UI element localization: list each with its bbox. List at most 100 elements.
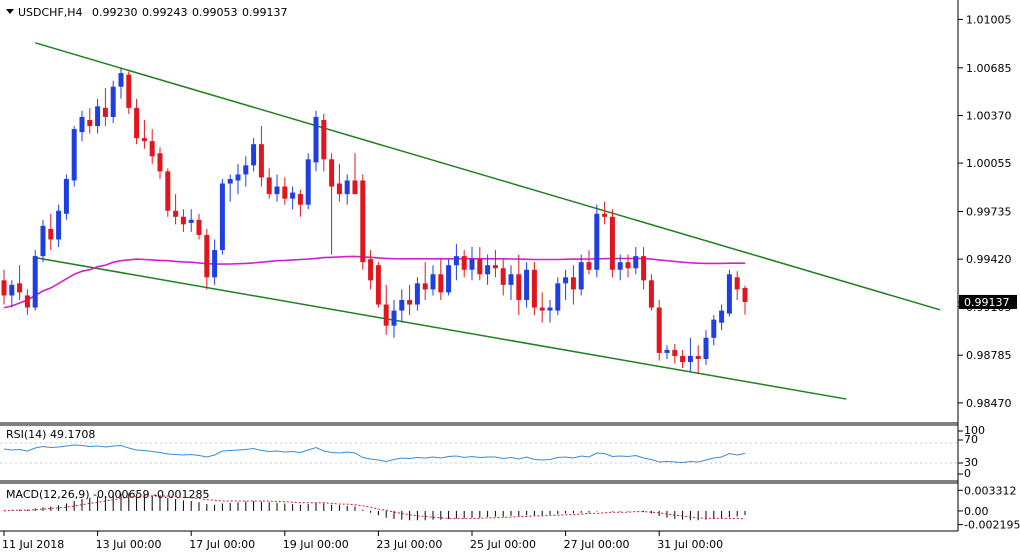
rsi-label: RSI(14) 49.1708: [6, 428, 95, 441]
candle-body: [305, 159, 311, 205]
panel-frames: [0, 0, 959, 532]
candle-body: [63, 178, 69, 214]
candle: [274, 174, 280, 202]
candle-body: [414, 283, 420, 305]
candle-body: [664, 349, 670, 353]
candle: [32, 250, 38, 311]
price-axis: 1.01005 1.00685 1.00370 1.00055 0.99735 0.994…: [958, 13, 1012, 410]
candle-body: [329, 159, 335, 187]
candle-body: [625, 262, 631, 269]
time-tick-label: 23 Jul 00:00: [376, 538, 442, 551]
candle: [110, 80, 116, 124]
candle: [180, 209, 186, 232]
time-tick-label: 13 Jul 00:00: [96, 538, 162, 551]
candle: [48, 213, 54, 251]
candle-body: [399, 299, 405, 311]
time-tick-label: 11 Jul 2018: [2, 538, 64, 551]
candle-body: [102, 107, 108, 117]
dropdown-triangle-icon[interactable]: [6, 9, 14, 14]
candle-body: [461, 256, 467, 270]
candle: [524, 262, 530, 308]
ohlc-low: 0.99053: [192, 6, 238, 19]
candle: [726, 269, 732, 317]
candle-body: [711, 319, 717, 338]
candle-body: [1, 280, 7, 296]
candle: [313, 110, 319, 172]
price-tick-label: 1.01005: [966, 13, 1012, 26]
candle: [17, 265, 23, 300]
candle: [344, 174, 350, 205]
candle: [508, 265, 514, 300]
candle: [212, 239, 218, 285]
time-tick-label: 25 Jul 00:00: [470, 538, 536, 551]
candle: [118, 68, 124, 99]
candle: [446, 259, 452, 296]
candle-body: [243, 165, 249, 175]
candle-body: [391, 310, 397, 326]
symbol-timeframe: USDCHF,H4: [18, 6, 83, 19]
trendline[interactable]: [34, 42, 941, 311]
current-price-text: 0.99137: [964, 296, 1010, 309]
candle-body: [180, 216, 186, 225]
candle-body: [79, 116, 85, 133]
candle-body: [87, 119, 93, 127]
candle: [680, 349, 686, 369]
candle: [305, 153, 311, 210]
candle-body: [40, 225, 46, 257]
candle: [563, 269, 569, 300]
candle: [711, 315, 717, 346]
candle-body: [726, 274, 732, 314]
moving-average: [3, 255, 745, 309]
candle: [165, 168, 171, 217]
candle-body: [672, 349, 678, 356]
candle-body: [9, 284, 15, 296]
candle: [141, 119, 147, 149]
candle-body: [492, 265, 498, 269]
candle-body: [453, 256, 459, 266]
candle-body: [297, 194, 303, 205]
candle: [531, 262, 537, 316]
candle-body: [641, 256, 647, 281]
price-tick-label: 1.00685: [966, 62, 1012, 75]
candle: [516, 254, 522, 316]
current-price-box: [959, 294, 1017, 309]
candle-body: [134, 107, 140, 139]
candle-body: [438, 274, 444, 293]
candle-body: [266, 177, 272, 195]
candle-body: [368, 259, 374, 281]
candle-body: [360, 180, 366, 263]
candle-body: [196, 219, 202, 235]
candle: [173, 194, 179, 225]
trendline[interactable]: [35, 256, 847, 400]
rsi-tick-label: 30: [964, 456, 978, 469]
price-tick-label: 0.98470: [966, 397, 1012, 410]
candle: [625, 254, 631, 278]
rsi-tick-label: 70: [964, 433, 978, 446]
candle: [282, 177, 288, 205]
candle: [586, 250, 592, 275]
candle: [703, 330, 709, 366]
candle-body: [321, 119, 327, 160]
candle-body: [336, 183, 342, 195]
candle: [734, 271, 740, 300]
candle: [24, 289, 30, 316]
candle: [87, 107, 93, 134]
candle-body: [407, 299, 413, 305]
candle: [485, 254, 491, 285]
candle: [95, 98, 101, 134]
candle-body: [656, 307, 662, 353]
candle: [399, 289, 405, 323]
trendlines: [34, 42, 941, 400]
candle-body: [118, 73, 124, 87]
candle-body: [344, 180, 350, 195]
candle: [196, 213, 202, 240]
candle: [438, 259, 444, 300]
candle-body: [703, 337, 709, 359]
candle: [617, 254, 623, 281]
candle-body: [633, 256, 639, 269]
time-tick-label: 27 Jul 00:00: [564, 538, 630, 551]
price-tick-label: 0.99420: [966, 253, 1012, 266]
candle: [368, 250, 374, 290]
